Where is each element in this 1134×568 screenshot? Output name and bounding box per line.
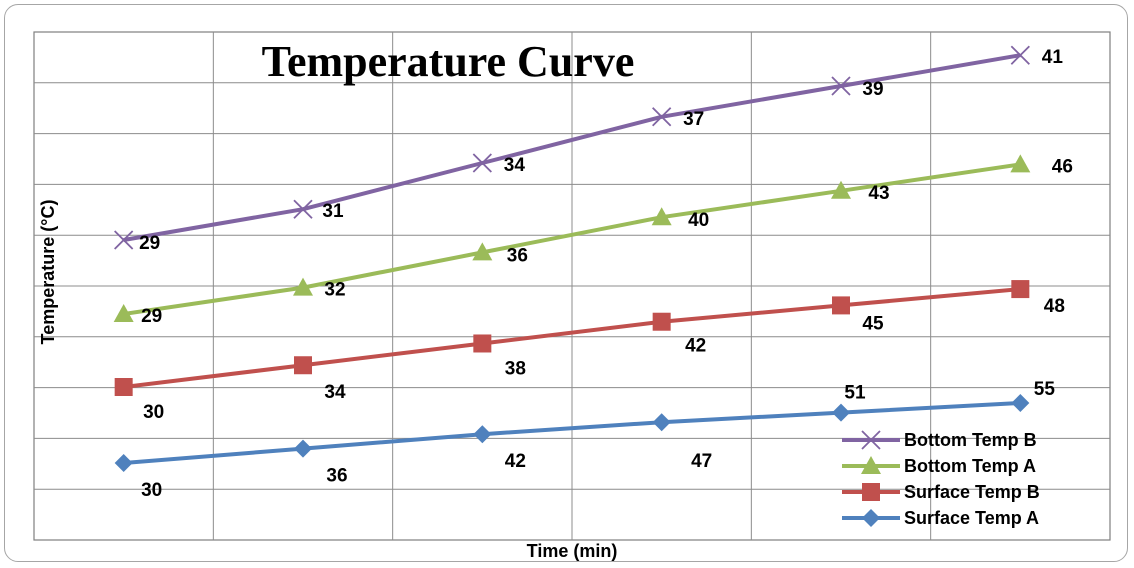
data-point-surface-temp-b (1011, 280, 1030, 299)
data-label-surface-temp-a: 51 (844, 383, 866, 404)
legend-item-bottom-temp-b: Bottom Temp B (842, 430, 1037, 450)
data-point-bottom-temp-b (472, 153, 492, 173)
data-label-bottom-temp-b: 37 (683, 109, 704, 130)
data-point-bottom-temp-a (1010, 154, 1031, 173)
data-label-bottom-temp-b: 31 (322, 201, 344, 222)
series-bottom-temp-b (114, 45, 1030, 250)
data-point-surface-temp-a (1011, 394, 1030, 412)
legend-label-surface-temp-a: Surface Temp A (904, 508, 1039, 528)
legend-item-bottom-temp-a: Bottom Temp A (842, 456, 1036, 476)
legend-marker-bottom-temp-b (861, 430, 881, 450)
data-label-surface-temp-b: 45 (862, 313, 884, 334)
data-label-bottom-temp-b: 41 (1042, 47, 1064, 68)
data-label-bottom-temp-b: 34 (504, 155, 526, 176)
series-line-surface-temp-a (123, 401, 1021, 465)
series-surface-temp-b (114, 280, 1030, 396)
x-axis-label: Time (min) (527, 541, 618, 561)
data-label-bottom-temp-a: 40 (688, 210, 709, 231)
data-point-surface-temp-b (114, 378, 133, 396)
series-layer (113, 45, 1031, 472)
data-label-bottom-temp-a: 43 (868, 183, 889, 204)
legend: Bottom Temp B Bottom Temp A Surface Temp B… (842, 430, 1040, 528)
data-label-bottom-temp-a: 29 (141, 306, 162, 327)
data-point-surface-temp-a (652, 413, 671, 432)
data-label-surface-temp-b: 42 (685, 336, 706, 357)
data-label-surface-temp-b: 30 (143, 402, 164, 423)
data-point-bottom-temp-a (831, 180, 851, 199)
data-point-bottom-temp-a (113, 304, 134, 322)
legend-label-bottom-temp-b: Bottom Temp B (904, 430, 1037, 450)
series-bottom-temp-a (113, 154, 1031, 322)
data-point-surface-temp-b (832, 296, 850, 315)
data-point-surface-temp-a (114, 454, 133, 472)
grid (33, 31, 1111, 541)
data-point-bottom-temp-a (472, 242, 493, 261)
data-point-bottom-temp-b (831, 76, 851, 96)
data-label-surface-temp-a: 47 (691, 451, 712, 472)
data-point-surface-temp-b (473, 334, 492, 353)
legend-marker-surface-temp-a (862, 509, 880, 527)
data-point-bottom-temp-b (1010, 45, 1030, 65)
y-axis-label: Temperature (°C) (38, 200, 58, 345)
data-point-bottom-temp-b (114, 230, 134, 250)
legend-item-surface-temp-a: Surface Temp A (842, 508, 1039, 528)
data-label-bottom-temp-b: 39 (862, 79, 883, 100)
data-point-surface-temp-a (832, 403, 850, 422)
data-label-bottom-temp-a: 36 (507, 245, 528, 266)
data-label-surface-temp-a: 55 (1034, 379, 1056, 400)
data-label-bottom-temp-a: 46 (1052, 156, 1073, 177)
data-point-surface-temp-b (294, 356, 312, 375)
data-point-bottom-temp-a (293, 277, 313, 296)
data-label-surface-temp-a: 30 (141, 480, 162, 501)
chart-frame (4, 4, 1128, 562)
data-point-surface-temp-a (473, 425, 492, 444)
data-label-surface-temp-a: 36 (326, 466, 347, 487)
series-surface-temp-a (114, 394, 1030, 472)
data-point-bottom-temp-b (293, 199, 313, 219)
data-labels: 30 36 42 47 51 55 30 34 38 42 45 48 29 32 36 40 43 46 29 31… (139, 47, 1073, 501)
data-point-bottom-temp-a (651, 207, 672, 226)
data-label-bottom-temp-b: 29 (139, 233, 160, 254)
legend-marker-surface-temp-b (862, 483, 880, 501)
chart-title: Temperature Curve (262, 37, 635, 86)
legend-label-surface-temp-b: Surface Temp B (904, 482, 1040, 502)
legend-label-bottom-temp-a: Bottom Temp A (904, 456, 1036, 476)
legend-marker-bottom-temp-a (861, 456, 881, 474)
data-label-surface-temp-a: 42 (505, 451, 526, 472)
series-line-bottom-temp-a (123, 162, 1021, 316)
data-label-surface-temp-b: 34 (324, 382, 346, 403)
legend-item-surface-temp-b: Surface Temp B (842, 482, 1040, 502)
data-label-surface-temp-b: 48 (1044, 296, 1065, 317)
series-line-bottom-temp-b (123, 53, 1021, 242)
data-point-surface-temp-b (652, 312, 671, 331)
series-line-surface-temp-b (123, 287, 1021, 389)
data-point-bottom-temp-b (652, 107, 672, 127)
data-label-bottom-temp-a: 32 (324, 280, 345, 301)
data-point-surface-temp-a (294, 439, 312, 458)
data-label-surface-temp-b: 38 (505, 358, 526, 379)
